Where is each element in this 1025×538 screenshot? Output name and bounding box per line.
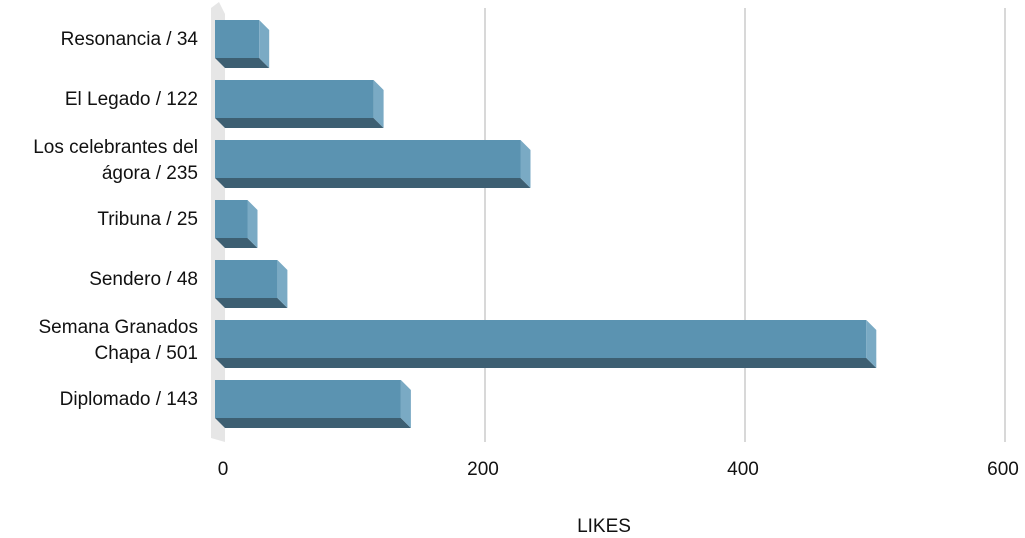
x-tick-label: 0 (218, 459, 229, 480)
bar (215, 380, 411, 428)
category-labels: Resonancia / 34 El Legado / 122 Los celebr… (33, 29, 198, 410)
x-tick-labels: 0 200 400 600 (218, 459, 1019, 480)
bar (215, 320, 877, 368)
category-label: Semana Granados Chapa / 501 (39, 317, 199, 364)
x-axis-title: LIKES (577, 516, 631, 537)
category-label: Diplomado / 143 (60, 389, 198, 410)
category-label: El Legado / 122 (65, 89, 198, 110)
x-tick-label: 200 (467, 459, 499, 480)
category-label: Los celebrantes del ágora / 235 (33, 137, 198, 184)
gridlines (484, 8, 1006, 442)
bar (215, 20, 270, 68)
category-label: Tribuna / 25 (97, 209, 198, 230)
x-tick-label: 600 (987, 459, 1019, 480)
bar (215, 200, 258, 248)
bar (215, 140, 531, 188)
category-label: Sendero / 48 (89, 269, 198, 290)
x-tick-label: 400 (727, 459, 759, 480)
category-label: Resonancia / 34 (61, 29, 199, 50)
bars (215, 20, 877, 428)
bar (215, 260, 288, 308)
bar (215, 80, 384, 128)
